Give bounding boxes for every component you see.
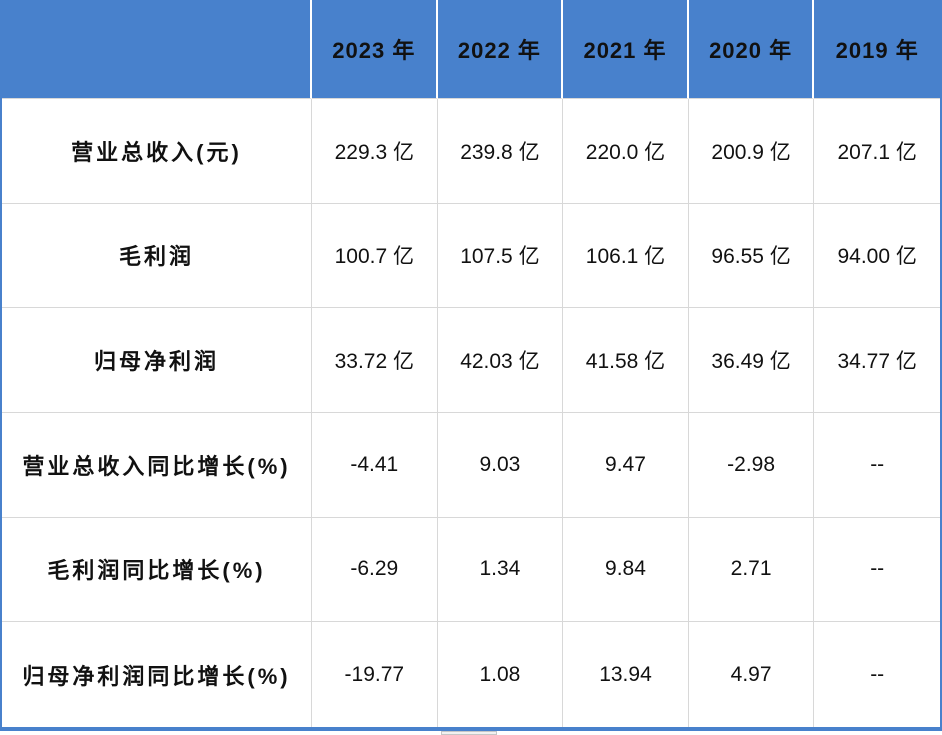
table-cell: 42.03 亿 [437,308,564,413]
table-cell: 9.84 [563,517,689,623]
table-cell: 200.9 亿 [688,99,815,204]
table-cell: 106.1 亿 [563,203,689,309]
table-bottom-border [0,727,942,731]
header-year-2021: 2021 年 [563,0,689,99]
table-cell: -- [814,517,940,623]
table-cell: 107.5 亿 [437,203,564,309]
table-cell: 100.7 亿 [312,203,438,309]
table-cell: 207.1 亿 [814,99,940,204]
row-label-net-profit: 归母净利润 [2,308,312,413]
table-cell: 96.55 亿 [688,203,815,309]
table-cell: 36.49 亿 [688,308,815,413]
scrollbar-track [0,731,942,735]
header-year-2022: 2022 年 [437,0,564,99]
row-label-total-revenue: 营业总收入(元) [2,99,312,204]
table-cell: -4.41 [312,412,438,518]
table-cell: 220.0 亿 [563,99,689,204]
row-label-gross-profit: 毛利润 [2,203,312,309]
scrollbar-thumb[interactable] [441,731,497,735]
table-cell: 41.58 亿 [563,308,689,413]
table-cell: 9.47 [563,412,689,518]
table-cell: -- [814,622,940,727]
table-cell: 2.71 [688,517,815,623]
table-cell: 9.03 [437,412,564,518]
table-cell: 1.08 [437,622,564,727]
header-year-2020: 2020 年 [688,0,815,99]
table-cell: 229.3 亿 [312,99,438,204]
table-cell: -19.77 [312,622,438,727]
table-cell: 33.72 亿 [312,308,438,413]
table-cell: 13.94 [563,622,689,727]
table-cell: 94.00 亿 [814,203,940,309]
table-cell: 1.34 [437,517,564,623]
header-year-2019: 2019 年 [814,0,940,99]
row-label-revenue-yoy: 营业总收入同比增长(%) [2,412,312,518]
table-cell: -- [814,412,940,518]
table-cell: -2.98 [688,412,815,518]
table-cell: -6.29 [312,517,438,623]
table-cell: 34.77 亿 [814,308,940,413]
row-label-gross-profit-yoy: 毛利润同比增长(%) [2,517,312,623]
header-year-2023: 2023 年 [312,0,438,99]
header-corner-cell [2,0,312,99]
table-cell: 4.97 [688,622,815,727]
row-label-net-profit-yoy: 归母净利润同比增长(%) [2,622,312,727]
table-cell: 239.8 亿 [437,99,564,204]
